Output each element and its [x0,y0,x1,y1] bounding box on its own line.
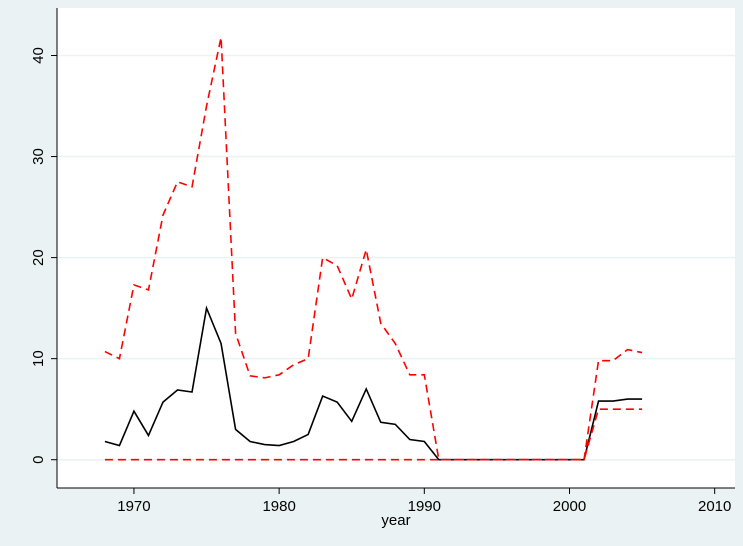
x-tick-label: 1990 [408,498,441,515]
y-tick-label: 40 [30,47,47,64]
x-tick-label: 1970 [117,498,150,515]
y-tick-label: 0 [30,456,47,464]
y-tick-label: 30 [30,148,47,165]
y-tick-label: 10 [30,350,47,367]
x-tick-label: 1980 [262,498,295,515]
x-tick-label: 2010 [698,498,731,515]
plot-area [57,8,735,488]
line-series [104,408,643,461]
x-axis-label: year [381,512,410,529]
x-tick-label: 2000 [553,498,586,515]
y-tick-label: 20 [30,249,47,266]
